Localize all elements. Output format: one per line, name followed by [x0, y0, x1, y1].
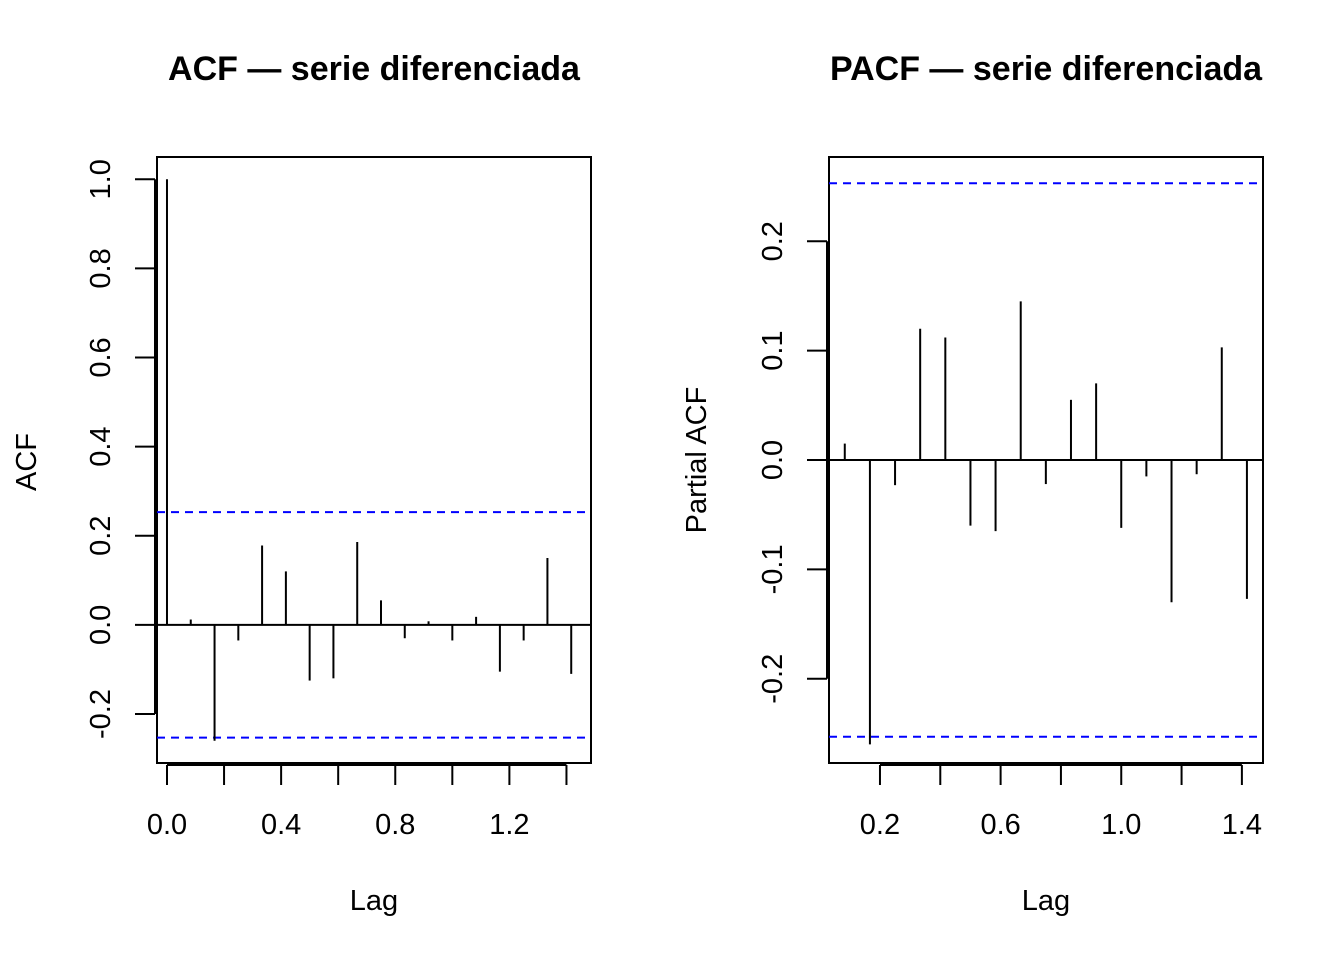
acf-panel: ACF — serie diferenciada 0.0 0.4 0.8 1.2 -0.2…: [11, 50, 592, 917]
pacf-y-axis-label: Partial ACF: [681, 387, 713, 534]
acf-x-tick-label: 0.8: [375, 809, 415, 841]
pacf-panel: PACF — serie diferenciada 0.2 0.6 1.0 1.4 -0.…: [681, 50, 1264, 917]
acf-y-tick-label: 0.2: [85, 516, 117, 556]
pacf-x-tick-label: 0.2: [860, 809, 900, 841]
acf-y-tick-label: 0.0: [85, 605, 117, 645]
pacf-y-tick-label: -0.2: [757, 654, 789, 704]
acf-y-axis-label: ACF: [11, 433, 43, 491]
acf-x-tick-label: 0.4: [261, 809, 301, 841]
acf-y-tick-label: 0.6: [85, 337, 117, 377]
pacf-y-tick-label: -0.1: [757, 544, 789, 594]
pacf-x-tick-label: 1.0: [1101, 809, 1141, 841]
pacf-title: PACF — serie diferenciada: [830, 50, 1263, 88]
acf-x-tick-label: 1.2: [489, 809, 529, 841]
acf-x-axis-label: Lag: [350, 885, 398, 917]
acf-x-tick-label: 0.0: [147, 809, 187, 841]
pacf-x-axis-label: Lag: [1022, 885, 1070, 917]
acf-y-tick-label: -0.2: [85, 689, 117, 739]
pacf-y-tick-label: 0.0: [757, 440, 789, 480]
pacf-x-tick-label: 1.4: [1222, 809, 1262, 841]
acf-plot-frame: [156, 156, 592, 764]
pacf-y-tick-label: 0.2: [757, 221, 789, 261]
pacf-y-tick-label: 0.1: [757, 330, 789, 370]
pacf-x-tick-label: 0.6: [980, 809, 1020, 841]
acf-y-tick-label: 1.0: [85, 159, 117, 199]
acf-y-tick-label: 0.8: [85, 248, 117, 288]
acf-y-tick-label: 0.4: [85, 426, 117, 466]
acf-title: ACF — serie diferenciada: [168, 50, 581, 88]
